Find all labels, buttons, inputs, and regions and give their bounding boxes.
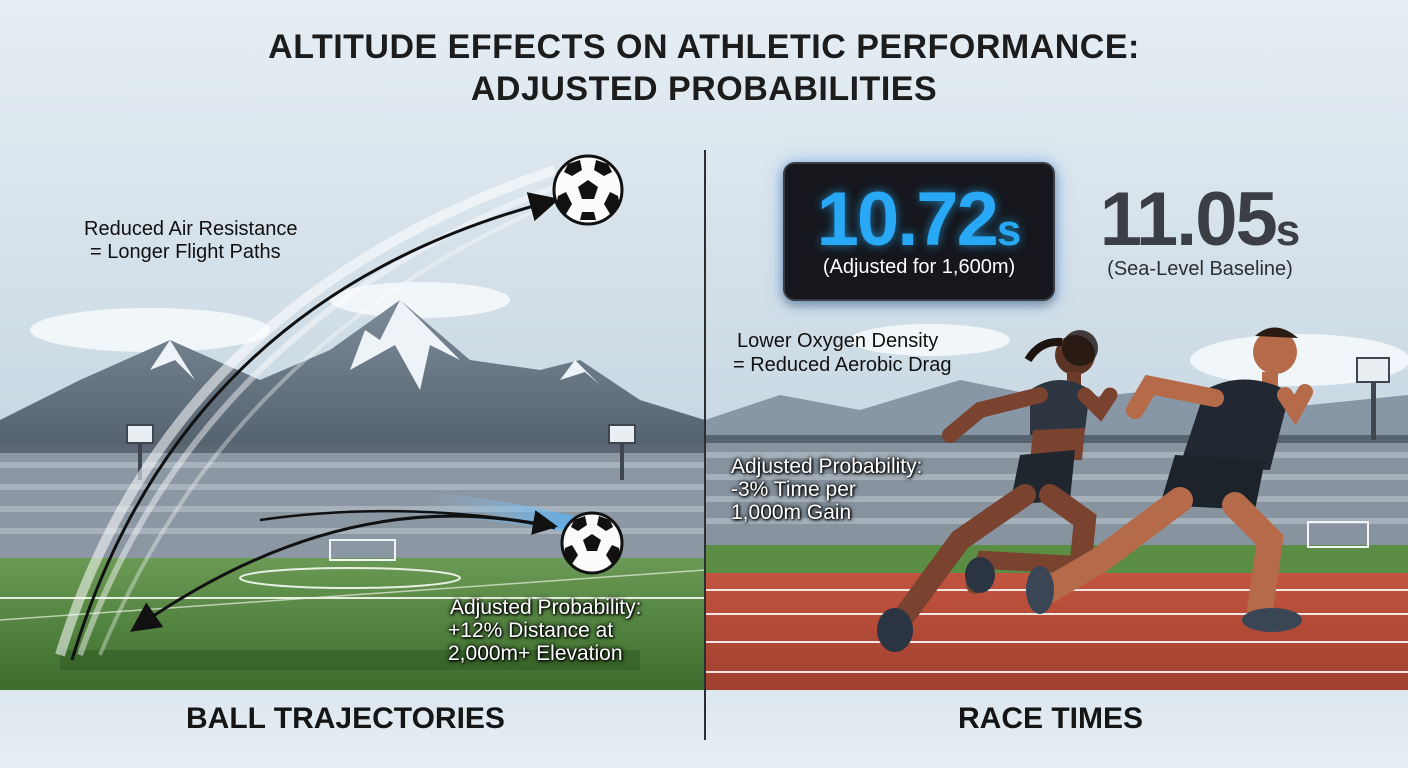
baseline-time-caption: (Sea-Level Baseline) — [1107, 258, 1293, 280]
distance-probability-line-2: +12% Distance at — [448, 619, 614, 642]
soccer-ball-icon — [560, 511, 624, 575]
high-arc-trajectory — [55, 165, 562, 661]
baseline-time-value: 11.05s — [1099, 177, 1301, 262]
adjusted-time-display: 10.72s (Adjusted for 1,600m) — [783, 162, 1055, 301]
soccer-field — [0, 539, 706, 690]
adjusted-time-caption: (Adjusted for 1,600m) — [822, 256, 1016, 278]
clouds — [30, 282, 1408, 386]
ball-trajectories-label: BALL TRAJECTORIES — [186, 702, 505, 735]
soccer-ball-icon — [552, 154, 624, 226]
page-title-line-1: ALTITUDE EFFECTS ON ATHLETIC PERFORMANCE… — [268, 28, 1140, 66]
time-probability-line-2: -3% Time per — [731, 478, 856, 501]
adjusted-time-value: 10.72s — [816, 177, 1022, 262]
time-probability-line-3: 1,000m Gain — [731, 501, 852, 524]
male-runner-illustration — [1026, 327, 1313, 632]
high-arc-arrow — [70, 192, 560, 661]
running-track — [705, 521, 1408, 690]
air-resistance-note-line-1: Reduced Air Resistance — [84, 218, 298, 240]
oxygen-density-note-line-1: Lower Oxygen Density — [737, 330, 939, 352]
page-title-line-2: ADJUSTED PROBABILITIES — [470, 70, 938, 108]
race-times-label: RACE TIMES — [958, 702, 1144, 735]
low-arc-arrow-forward — [259, 509, 558, 535]
female-runner-illustration — [877, 330, 1118, 652]
air-resistance-note-line-2: = Longer Flight Paths — [90, 241, 281, 263]
distance-probability-line-3: 2,000m+ Elevation — [448, 642, 623, 665]
floodlights — [126, 357, 1390, 480]
time-probability-line-1: Adjusted Probability: — [731, 455, 923, 478]
oxygen-density-note-line-2: = Reduced Aerobic Drag — [733, 354, 952, 376]
distance-probability-line-1: Adjusted Probability: — [450, 596, 642, 619]
low-arc-trajectory — [130, 493, 582, 632]
